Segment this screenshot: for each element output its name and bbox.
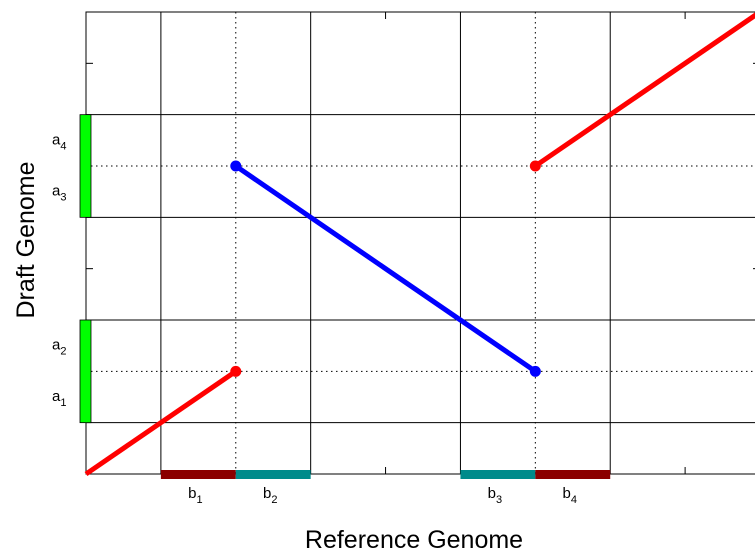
series-line [234,163,537,374]
segment-labels: b1 b2 b3 b4 a1 a2 a3 a4 [52,131,577,506]
data-point [529,160,541,172]
x-segment-label: b2 [263,485,277,506]
x-segment-label: b1 [188,485,202,506]
y-segment-label: a2 [52,337,66,358]
axis-ticks [86,12,755,474]
y-segment-label: a4 [52,131,66,152]
x-segments [160,470,611,479]
x-segment-label: b3 [488,485,502,506]
markers [230,160,541,377]
y-segment-bar [79,114,92,218]
y-segment-label: a1 [52,388,66,409]
y-segments [79,114,92,424]
series-line [84,369,238,477]
x-segment-label: b4 [563,485,577,506]
data-point [230,365,242,377]
series-lines [84,12,755,477]
y-segment-bar [79,319,92,424]
x-segment-bar [235,470,311,479]
x-segment-bar [460,470,536,479]
x-segment-bar [535,470,611,479]
x-segment-bar [160,470,236,479]
data-point [230,160,242,172]
y-axis-label: Draft Genome [12,161,40,318]
series-line [533,12,755,169]
plot-frame [85,11,755,475]
data-point [529,365,541,377]
x-axis-label: Reference Genome [305,526,523,554]
y-segment-label: a3 [52,183,66,204]
